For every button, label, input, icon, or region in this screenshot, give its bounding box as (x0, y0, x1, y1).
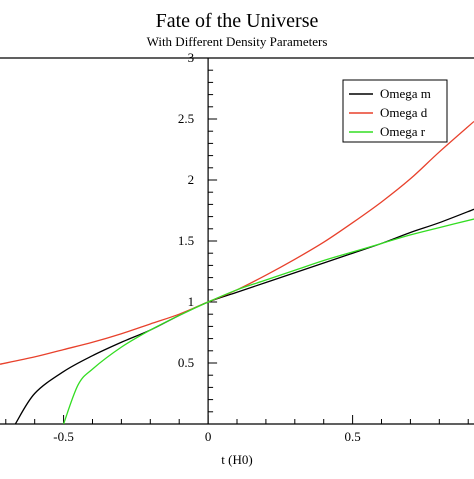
series-lines (0, 120, 474, 424)
series-line-omega-r (62, 218, 474, 424)
x-tick-label: -0.5 (53, 429, 74, 444)
legend-label-omega-d: Omega d (380, 105, 428, 120)
chart-title: Fate of the Universe (156, 10, 319, 32)
y-tick-label: 2.5 (178, 111, 194, 126)
legend-label-omega-m: Omega m (380, 86, 431, 101)
series-line-omega-d (0, 120, 474, 365)
x-axis-label: t (H0) (221, 452, 252, 467)
x-tick-label: 0.5 (344, 429, 360, 444)
y-tick-label: 0.5 (178, 355, 194, 370)
x-tick-label: 0 (205, 429, 212, 444)
y-tick-label: 3 (188, 50, 195, 65)
series-line-omega-m (14, 208, 474, 424)
y-tick-label: 1 (188, 294, 195, 309)
y-tick-label: 1.5 (178, 233, 194, 248)
legend: Omega m Omega d Omega r (342, 79, 448, 143)
ticks: -0.5 0 0.5 0.5 1 1.5 2 2.5 3 (5, 50, 469, 444)
y-tick-label: 2 (188, 172, 195, 187)
legend-label-omega-r: Omega r (380, 124, 426, 139)
chart-subtitle: With Different Density Parameters (147, 34, 328, 49)
